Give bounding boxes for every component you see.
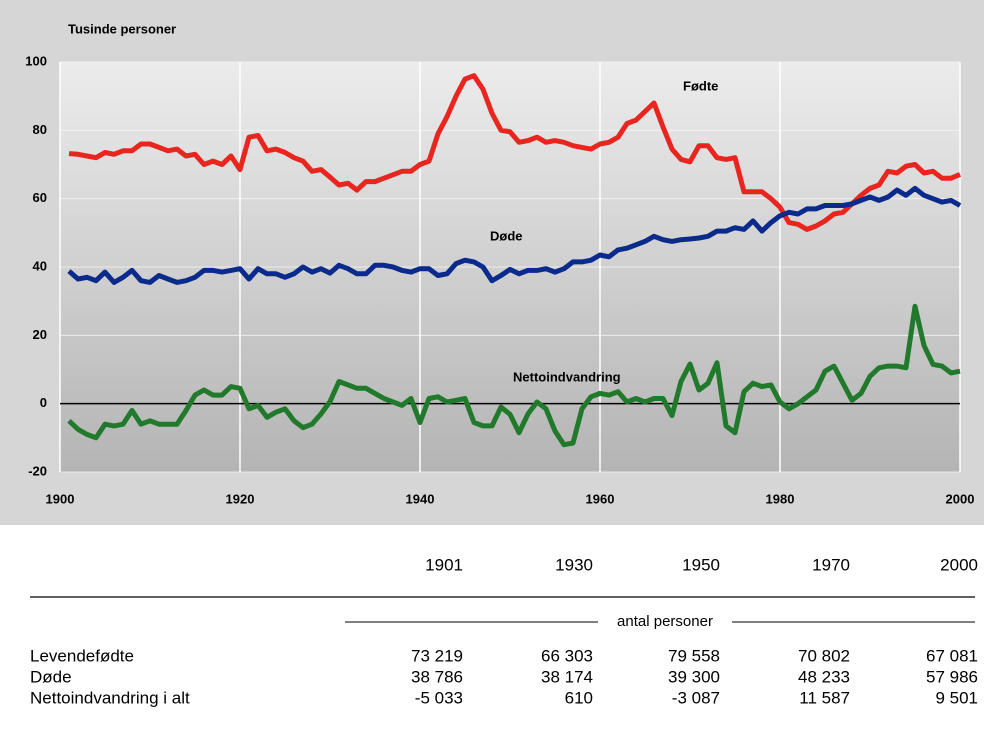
row-label: Levendefødte xyxy=(30,646,134,665)
column-header: 2000 xyxy=(940,555,978,574)
series-label: Nettoindvandring xyxy=(513,369,621,384)
series-label: Fødte xyxy=(683,78,718,93)
table-cell: 38 786 xyxy=(411,667,463,686)
series-line xyxy=(67,303,961,448)
x-tick-label: 1980 xyxy=(766,491,795,506)
column-header: 1950 xyxy=(682,555,720,574)
x-tick-label: 2000 xyxy=(946,491,975,506)
x-tick-label: 1900 xyxy=(46,491,75,506)
table-cell: 610 xyxy=(565,688,593,707)
series-line xyxy=(68,73,961,232)
table-cell: -5 033 xyxy=(415,688,463,707)
y-tick-label: 0 xyxy=(40,395,47,410)
table-unit: antal personer xyxy=(617,613,713,630)
y-tick-label: 60 xyxy=(33,190,47,205)
table-cell: 57 986 xyxy=(926,667,978,686)
column-header: 1930 xyxy=(555,555,593,574)
column-header: 1901 xyxy=(425,555,463,574)
table-cell: 48 233 xyxy=(798,667,850,686)
y-tick-label: 40 xyxy=(33,258,47,273)
series-line xyxy=(67,185,962,285)
table-cell: 67 081 xyxy=(926,646,978,665)
y-tick-label: 80 xyxy=(33,122,47,137)
table-cell: -3 087 xyxy=(672,688,720,707)
table-cell: 79 558 xyxy=(668,646,720,665)
x-tick-label: 1960 xyxy=(586,491,615,506)
table-cell: 9 501 xyxy=(935,688,978,707)
column-header: 1970 xyxy=(812,555,850,574)
table-cell: 11 587 xyxy=(799,688,850,707)
x-tick-label: 1940 xyxy=(406,491,435,506)
y-tick-label: -20 xyxy=(28,463,47,478)
table-cell: 39 300 xyxy=(668,667,720,686)
row-label: Nettoindvandring i alt xyxy=(30,688,190,707)
series-label: Døde xyxy=(490,228,523,243)
table-cell: 73 219 xyxy=(411,646,463,665)
y-axis-title: Tusinde personer xyxy=(68,21,176,36)
table-cell: 38 174 xyxy=(541,667,593,686)
row-label: Døde xyxy=(30,667,72,686)
x-tick-label: 1920 xyxy=(226,491,255,506)
y-tick-label: 100 xyxy=(25,53,47,68)
y-tick-label: 20 xyxy=(33,327,47,342)
table-cell: 66 303 xyxy=(541,646,593,665)
table-cell: 70 802 xyxy=(798,646,850,665)
